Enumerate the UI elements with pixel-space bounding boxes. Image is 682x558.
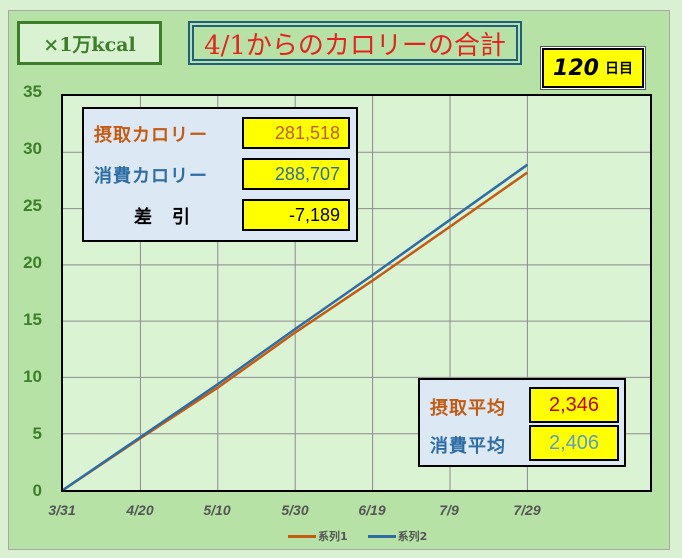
chart-title: 4/1からのカロリーの合計: [188, 21, 522, 65]
calorie-summary-box: 摂取カロリー 281,518 消費カロリー 288,707 差 引 -7,189: [82, 107, 358, 242]
y-tick-20: 20: [23, 253, 42, 272]
y-tick-10: 10: [23, 367, 42, 386]
burn-avg-label: 消費平均: [430, 436, 506, 457]
unit-label: ×1万kcal: [17, 21, 162, 65]
x-tick: 4/20: [126, 502, 154, 518]
burn-value: 288,707: [242, 158, 350, 190]
x-tick: 6/19: [358, 502, 386, 518]
x-tick: 7/29: [513, 502, 541, 518]
burn-row: 消費カロリー 288,707: [84, 156, 356, 192]
series1-swatch: [288, 534, 316, 538]
series2-swatch: [367, 534, 396, 538]
burn-avg-value: 2,406: [529, 425, 619, 461]
intake-avg-label: 摂取平均: [430, 398, 506, 419]
day-count: 120: [553, 55, 599, 81]
x-tick: 5/30: [281, 502, 309, 518]
average-box: 摂取平均 2,346 消費平均 2,406: [418, 378, 626, 467]
legend-series2: 系列2: [367, 528, 428, 544]
x-tick: 7/9: [439, 502, 459, 518]
legend-series1-label: 系列1: [318, 530, 348, 543]
burn-label: 消費カロリー: [94, 166, 208, 187]
y-tick-15: 15: [23, 310, 42, 329]
legend-series2-label: 系列2: [397, 530, 428, 543]
intake-avg-value: 2,346: [529, 387, 619, 423]
intake-value: 281,518: [242, 117, 350, 149]
diff-label: 差 引: [134, 207, 191, 228]
x-tick: 5/10: [203, 502, 231, 518]
day-suffix: 日目: [604, 61, 633, 77]
diff-value: -7,189: [242, 199, 350, 231]
intake-label: 摂取カロリー: [94, 125, 208, 146]
y-tick-25: 25: [23, 196, 42, 215]
diff-row: 差 引 -7,189: [84, 197, 356, 233]
y-tick-5: 5: [32, 424, 42, 443]
day-count-badge: 120 日目: [542, 48, 644, 88]
chart-legend: 系列1 系列2: [288, 528, 427, 544]
x-tick: 3/31: [48, 502, 76, 518]
legend-series1: 系列1: [288, 528, 348, 544]
y-tick-30: 30: [23, 139, 42, 158]
intake-row: 摂取カロリー 281,518: [84, 115, 356, 151]
y-tick-35: 35: [23, 82, 42, 101]
y-tick-0: 0: [32, 481, 42, 500]
